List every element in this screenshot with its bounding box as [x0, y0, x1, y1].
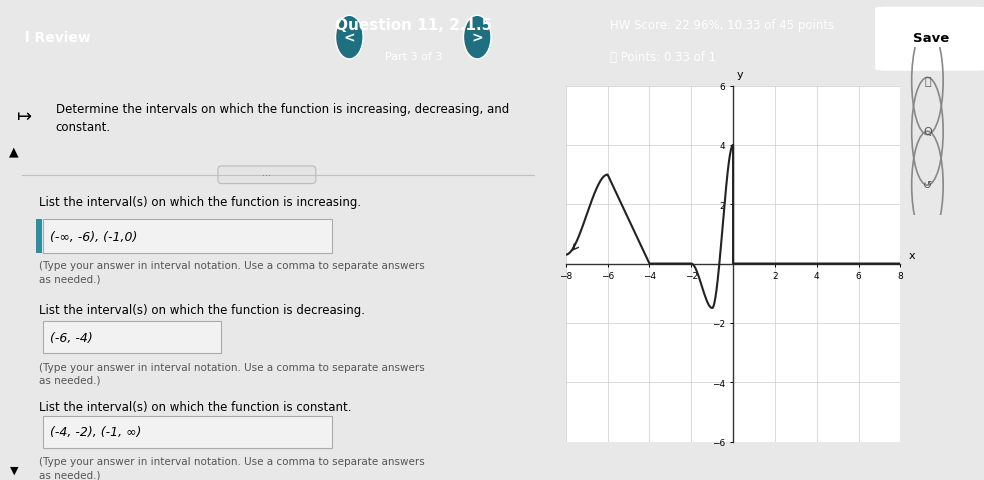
Text: ↦: ↦ [17, 107, 31, 125]
Text: ▼: ▼ [10, 465, 18, 475]
Text: <: < [343, 31, 355, 45]
Text: (Type your answer in interval notation. Use a comma to separate answers
as neede: (Type your answer in interval notation. … [39, 362, 425, 385]
FancyBboxPatch shape [217, 167, 316, 184]
Text: y: y [736, 70, 743, 80]
FancyBboxPatch shape [43, 416, 333, 448]
FancyBboxPatch shape [43, 219, 333, 253]
FancyBboxPatch shape [43, 322, 221, 354]
Text: x: x [909, 250, 915, 260]
Text: List the interval(s) on which the function is constant.: List the interval(s) on which the functi… [39, 400, 351, 413]
Text: List the interval(s) on which the function is decreasing.: List the interval(s) on which the functi… [39, 304, 365, 317]
Text: ↺: ↺ [923, 181, 932, 191]
Text: Q: Q [923, 127, 932, 137]
Text: Question 11, 2.1.5: Question 11, 2.1.5 [335, 18, 492, 33]
Text: Save: Save [913, 32, 949, 45]
Text: (Type your answer in interval notation. Use a comma to separate answers
as neede: (Type your answer in interval notation. … [39, 260, 425, 284]
Text: HW Score: 22.96%, 10.33 of 45 points: HW Score: 22.96%, 10.33 of 45 points [610, 19, 834, 32]
Ellipse shape [463, 16, 491, 60]
Text: 🔍: 🔍 [924, 77, 931, 86]
Text: ···: ··· [263, 170, 272, 180]
Text: >: > [471, 31, 483, 45]
Text: (-6, -4): (-6, -4) [50, 331, 92, 344]
Text: (Type your answer in interval notation. Use a comma to separate answers
as neede: (Type your answer in interval notation. … [39, 456, 425, 479]
Text: Determine the intervals on which the function is increasing, decreasing, and
con: Determine the intervals on which the fun… [55, 103, 509, 134]
Text: Part 3 of 3: Part 3 of 3 [385, 52, 442, 62]
Text: (-∞, -6), (-1,0): (-∞, -6), (-1,0) [50, 230, 138, 243]
Text: ⋮: ⋮ [562, 269, 574, 283]
Text: (-4, -2), (-1, ∞): (-4, -2), (-1, ∞) [50, 425, 142, 438]
Text: ▲: ▲ [9, 145, 19, 158]
Ellipse shape [336, 16, 363, 60]
Text: l Review: l Review [25, 31, 91, 45]
FancyBboxPatch shape [876, 8, 984, 71]
Text: ⚙: ⚙ [965, 20, 979, 35]
Text: List the interval(s) on which the function is increasing.: List the interval(s) on which the functi… [39, 195, 361, 208]
FancyBboxPatch shape [36, 219, 41, 253]
Text: ⧗ Points: 0.33 of 1: ⧗ Points: 0.33 of 1 [610, 50, 716, 63]
